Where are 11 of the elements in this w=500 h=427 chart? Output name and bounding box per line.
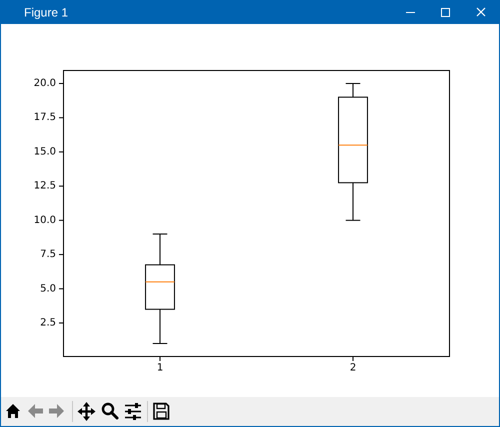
y-tick-label: 2.5 <box>40 317 56 328</box>
y-tick-label: 20.0 <box>34 78 56 89</box>
y-tick-label: 17.5 <box>34 112 56 124</box>
y-tick-label: 5.0 <box>40 283 56 294</box>
chart-title: Figure 1 <box>24 6 68 20</box>
y-tick-label: 7.5 <box>40 249 56 260</box>
y-tick-label: 10.0 <box>34 214 56 226</box>
y-tick-label: 12.5 <box>34 180 56 192</box>
y-tick-label: 15.0 <box>34 146 56 158</box>
x-tick-label: 1 <box>156 362 164 374</box>
x-tick-label: 2 <box>350 362 356 374</box>
